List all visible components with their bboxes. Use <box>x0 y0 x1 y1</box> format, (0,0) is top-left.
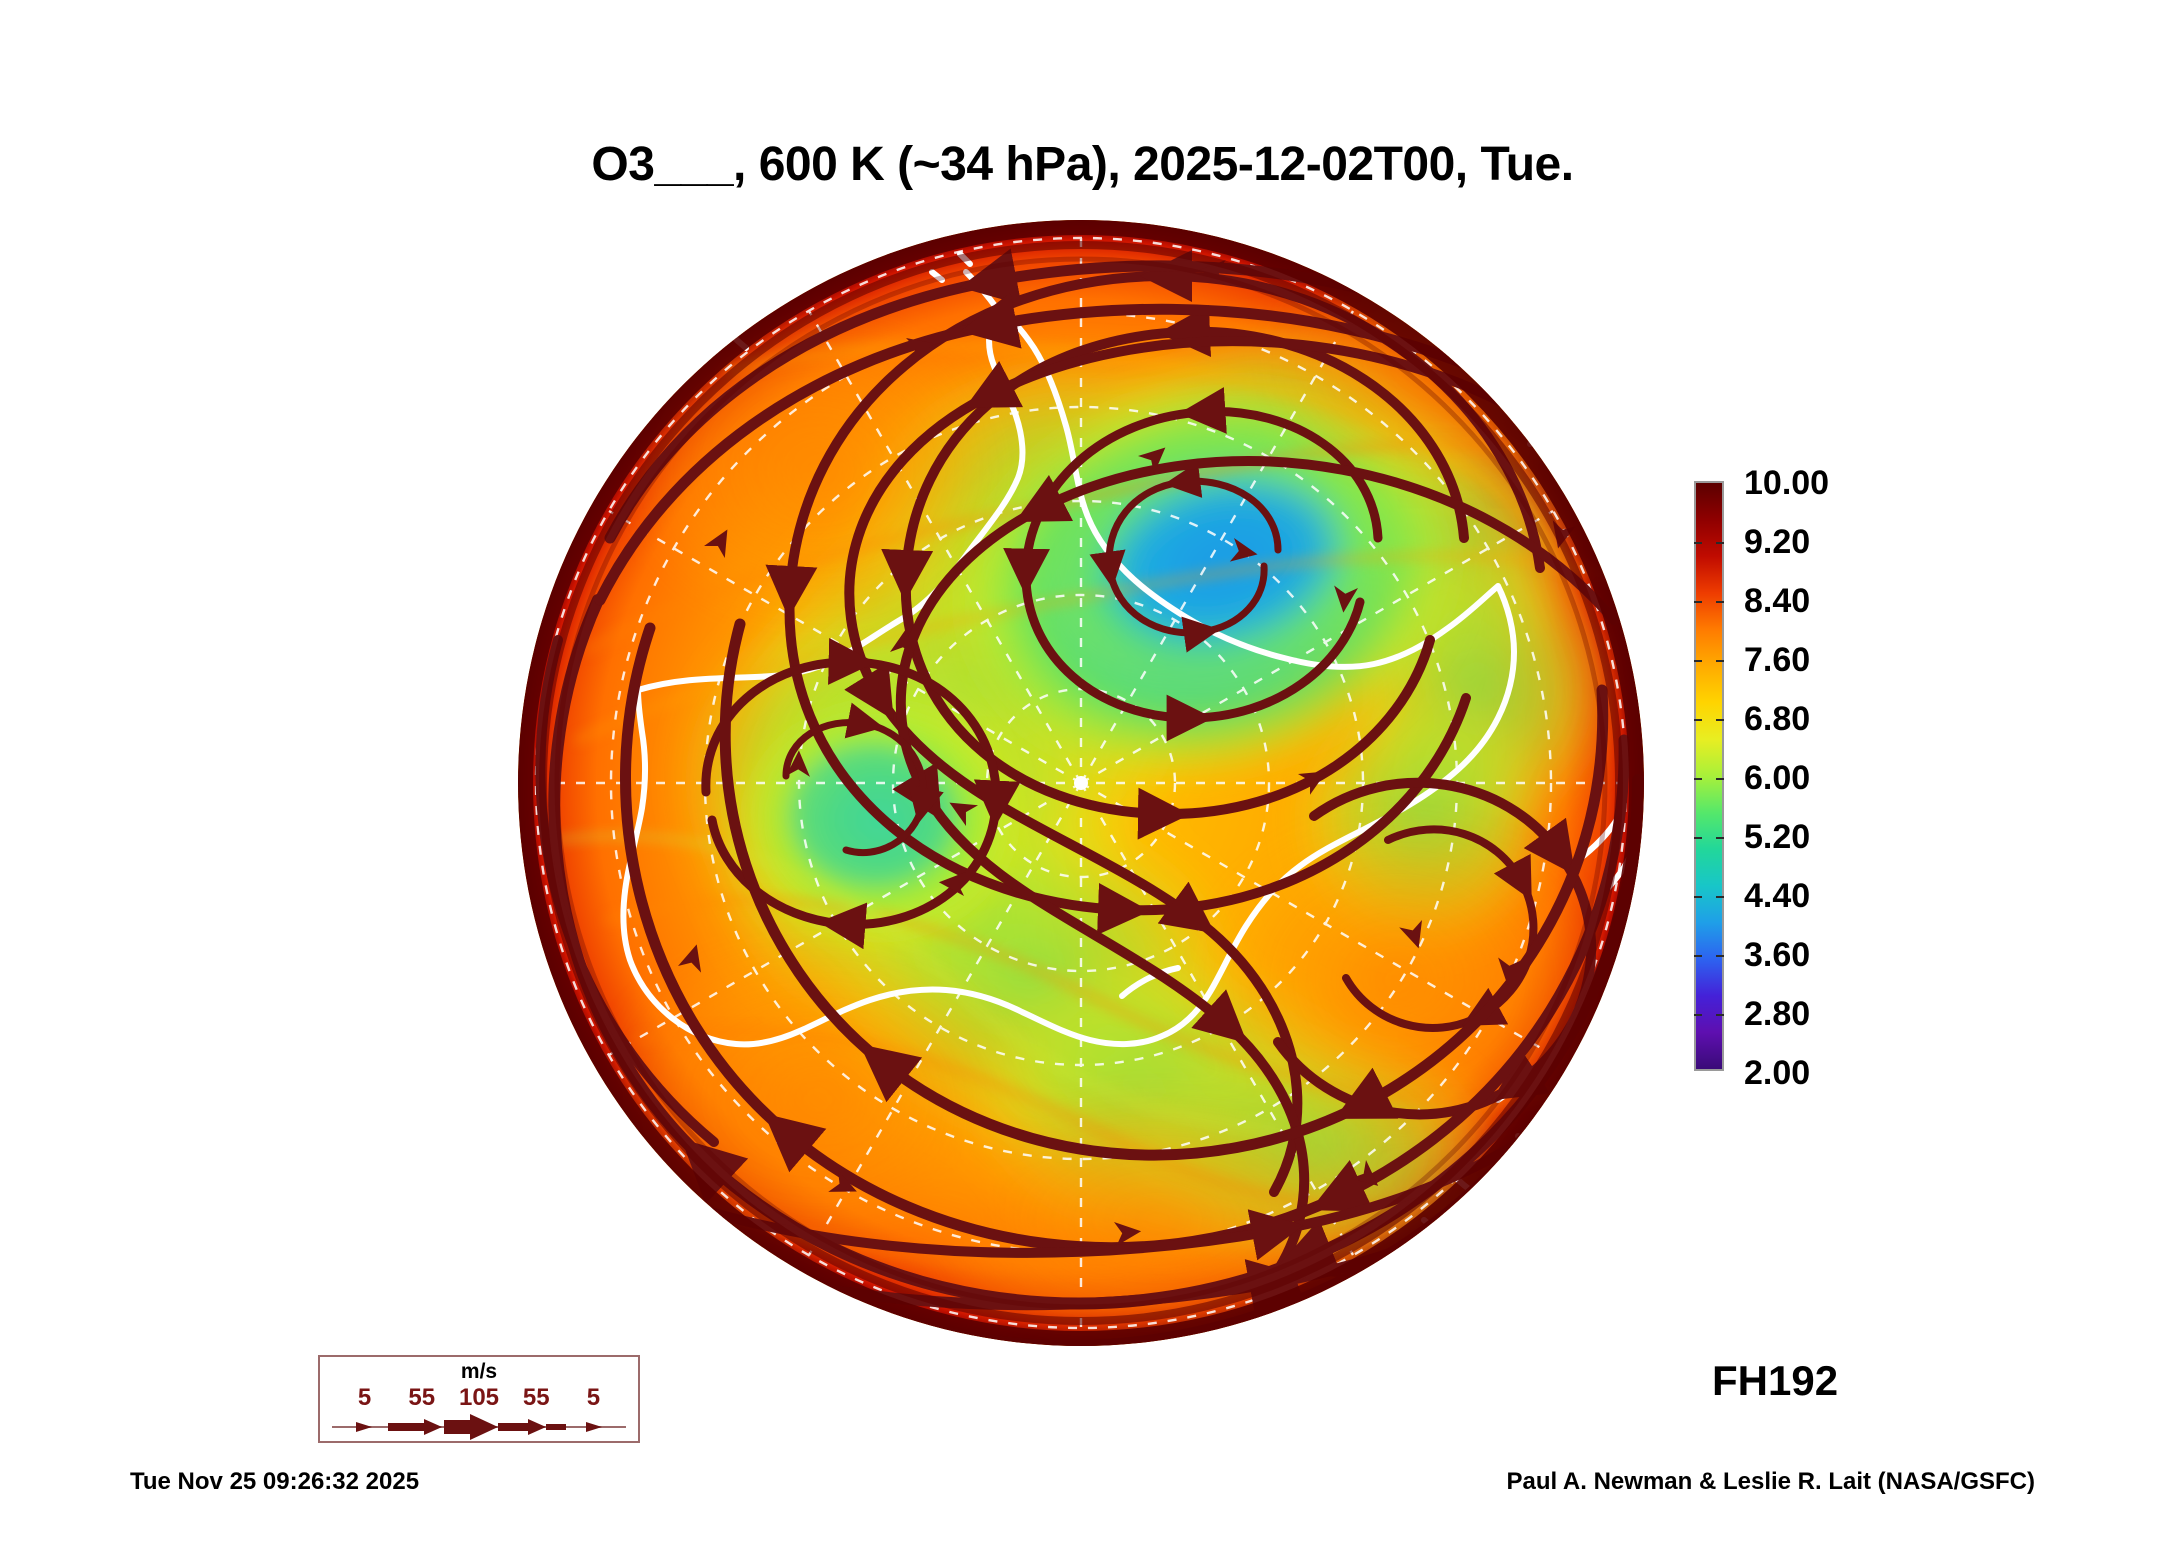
ozone-field <box>518 220 1644 1346</box>
credit-line: Paul A. Newman & Leslie R. Lait (NASA/GS… <box>1506 1468 2035 1495</box>
colorbar-tick <box>1694 660 1702 662</box>
colorbar-tick <box>1694 1014 1702 1016</box>
wind-units-label: m/s <box>460 1360 498 1383</box>
colorbar-tick <box>1716 660 1724 662</box>
colorbar-tick <box>1694 542 1702 544</box>
colorbar-label: 10.00 <box>1744 464 1830 502</box>
colorbar-tick <box>1694 601 1702 603</box>
colorbar-tick <box>1694 837 1702 839</box>
forecast-hour-label: FH192 <box>1712 1357 1839 1404</box>
globe-disc <box>518 220 1644 1346</box>
wind-key-value: 55 <box>522 1384 550 1411</box>
generation-timestamp: Tue Nov 25 09:26:32 2025 <box>130 1468 420 1495</box>
map-svg <box>518 220 1644 1346</box>
colorbar-tick <box>1716 719 1724 721</box>
wind-key-value: 5 <box>357 1384 372 1411</box>
colorbar-label: 6.00 <box>1744 759 1811 797</box>
colorbar-label: 5.20 <box>1744 818 1811 856</box>
wind-key-value: 105 <box>458 1384 500 1411</box>
wind-key-values: 5 55 105 55 5 <box>320 1384 638 1411</box>
wind-key-value: 55 <box>408 1384 436 1411</box>
colorbar-tick <box>1694 896 1702 898</box>
colorbar-label: 3.60 <box>1744 936 1811 974</box>
wind-key-value: 5 <box>586 1384 601 1411</box>
colorbar-tick <box>1694 778 1702 780</box>
colorbar-label: 7.60 <box>1744 641 1811 679</box>
colorbar-tick <box>1716 837 1724 839</box>
colorbar-tick <box>1716 955 1724 957</box>
colorbar-tick <box>1716 896 1724 898</box>
colorbar-label: 9.20 <box>1744 523 1811 561</box>
colorbar-label: 8.40 <box>1744 582 1811 620</box>
colorbar-label: 2.80 <box>1744 995 1811 1033</box>
colorbar-label: 4.40 <box>1744 877 1811 915</box>
page-title: O3___, 600 K (~34 hPa), 2025-12-02T00, T… <box>591 138 1574 191</box>
colorbar-gradient <box>1696 483 1722 1069</box>
colorbar <box>1694 481 1724 1071</box>
wind-speed-key: m/s 5 55 105 55 5 <box>318 1355 640 1443</box>
colorbar-label: 2.00 <box>1744 1054 1811 1092</box>
colorbar-labels: 10.00 9.20 8.40 7.60 6.80 6.00 5.20 4.40… <box>1744 464 1924 1090</box>
colorbar-tick <box>1716 778 1724 780</box>
wind-arrow-scale-icon <box>332 1414 626 1440</box>
colorbar-tick <box>1694 955 1702 957</box>
colorbar-tick <box>1716 542 1724 544</box>
colorbar-label: 6.80 <box>1744 700 1811 738</box>
colorbar-tick <box>1694 719 1702 721</box>
colorbar-tick <box>1716 1014 1724 1016</box>
colorbar-tick <box>1716 601 1724 603</box>
south-pole-marker <box>1074 776 1088 790</box>
polar-map <box>518 220 1644 1346</box>
